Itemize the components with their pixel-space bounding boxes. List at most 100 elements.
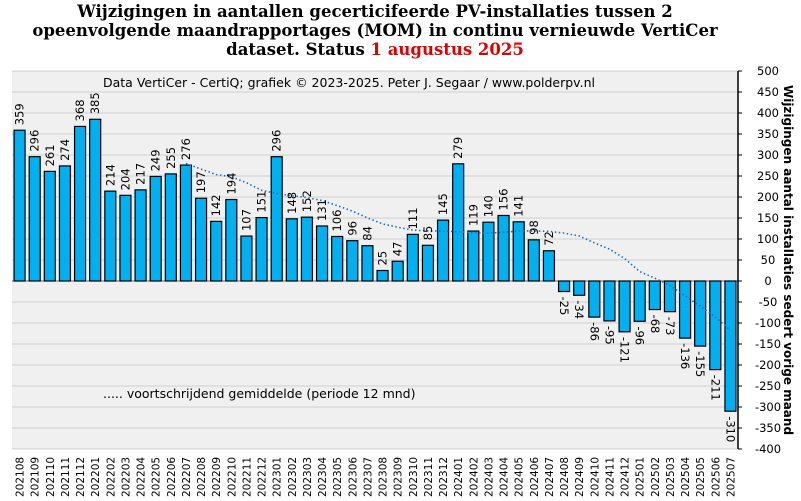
y-tick-label: -150 [755,337,781,351]
x-tick-label: 202111 [60,457,72,497]
title-line-1: Wijzigingen in aantallen gecerticifeerde… [77,2,673,21]
x-tick-label: 202309 [393,457,405,497]
data-label: -96 [633,326,647,345]
bar [179,164,193,282]
bar [13,129,26,282]
x-tick-label: 202311 [423,457,435,497]
x-tick-label: 202212 [257,457,269,497]
bar [28,156,41,282]
bar [346,240,359,282]
data-label: 274 [58,139,72,161]
y-tick-label: 150 [757,211,779,225]
bar [240,235,253,282]
bar [663,280,677,313]
bar [618,280,631,333]
y-tick-label: -250 [755,379,781,393]
data-label: 151 [255,191,269,213]
data-label: -211 [708,375,722,401]
bar [149,175,162,282]
bar [573,280,586,296]
data-label: 148 [285,192,299,214]
y-tick-label: 300 [757,148,779,162]
data-label: 25 [376,251,390,266]
bar [43,170,56,282]
x-tick-label: 202412 [620,457,632,497]
data-label: 368 [73,99,87,121]
data-label: 98 [527,220,541,235]
x-tick-label: 202204 [136,457,148,497]
data-label: 119 [466,204,480,226]
bar [557,280,571,293]
x-tick-label: 202211 [241,457,253,497]
bar [361,245,374,282]
bar [391,260,404,282]
bar [436,219,450,282]
y-tick-label: -100 [755,316,781,330]
data-label: 214 [103,164,117,186]
data-label: 385 [88,92,102,114]
bar [452,163,465,282]
x-tick-label: 202506 [710,457,722,497]
bar [104,190,117,282]
moving-average-line [185,162,731,331]
data-label: 152 [300,190,314,212]
data-label: 197 [194,171,208,193]
x-tick-label: 202301 [272,457,284,497]
data-label: 156 [497,189,511,211]
x-tick-label: 202209 [211,457,223,497]
bar [421,244,435,282]
bar [542,250,556,282]
x-tick-label: 202405 [514,457,526,497]
data-label: 84 [360,226,374,241]
x-tick-label: 202505 [695,457,707,497]
x-tick-label: 202310 [408,457,420,497]
x-tick-label: 202302 [287,457,299,497]
x-tick-label: 202207 [181,457,193,497]
bar [270,156,283,282]
x-tick-label: 202208 [196,457,208,497]
data-label: 359 [13,103,27,125]
y-tick-label: 50 [761,253,776,267]
bar [512,221,525,282]
bar [300,216,314,282]
x-tick-label: 202203 [120,457,132,497]
bar [194,197,208,282]
data-label: -136 [678,343,692,369]
y-tick-label: -400 [755,442,781,456]
x-tick-label: 202312 [438,457,450,497]
bar [89,118,102,282]
bar [482,221,495,282]
bar [285,218,298,282]
x-tick-label: 202407 [544,457,556,497]
bar [331,235,344,282]
data-label: -86 [587,322,601,341]
bar [376,269,389,282]
y-tick-label: 0 [764,274,771,288]
y-tick-label: 450 [757,85,779,99]
data-label: 145 [436,193,450,215]
data-label: -121 [618,337,632,363]
data-label: 131 [315,199,329,221]
chart-title: Wijzigingen in aantallen gecerticifeerde… [0,2,750,59]
x-tick-label: 202401 [453,457,465,497]
x-tick-label: 202307 [362,457,374,497]
x-tick-label: 202410 [589,457,601,497]
data-label: 106 [330,210,344,232]
bar [497,214,510,282]
bar [588,280,601,318]
data-label: 142 [209,194,223,216]
data-label: 276 [179,138,193,160]
x-tick-label: 202507 [725,457,737,497]
x-tick-label: 202205 [151,457,163,497]
data-label: 204 [118,168,132,190]
bar [73,125,87,282]
data-label: 261 [43,144,57,166]
bar [527,239,540,282]
y-tick-label: 500 [757,64,779,78]
bar [694,280,707,347]
data-label: 194 [224,173,238,195]
x-tick-label: 202304 [317,457,329,497]
data-label: -34 [572,300,586,319]
legend-average: ..... voortschrijdend gemiddelde (period… [103,386,415,401]
